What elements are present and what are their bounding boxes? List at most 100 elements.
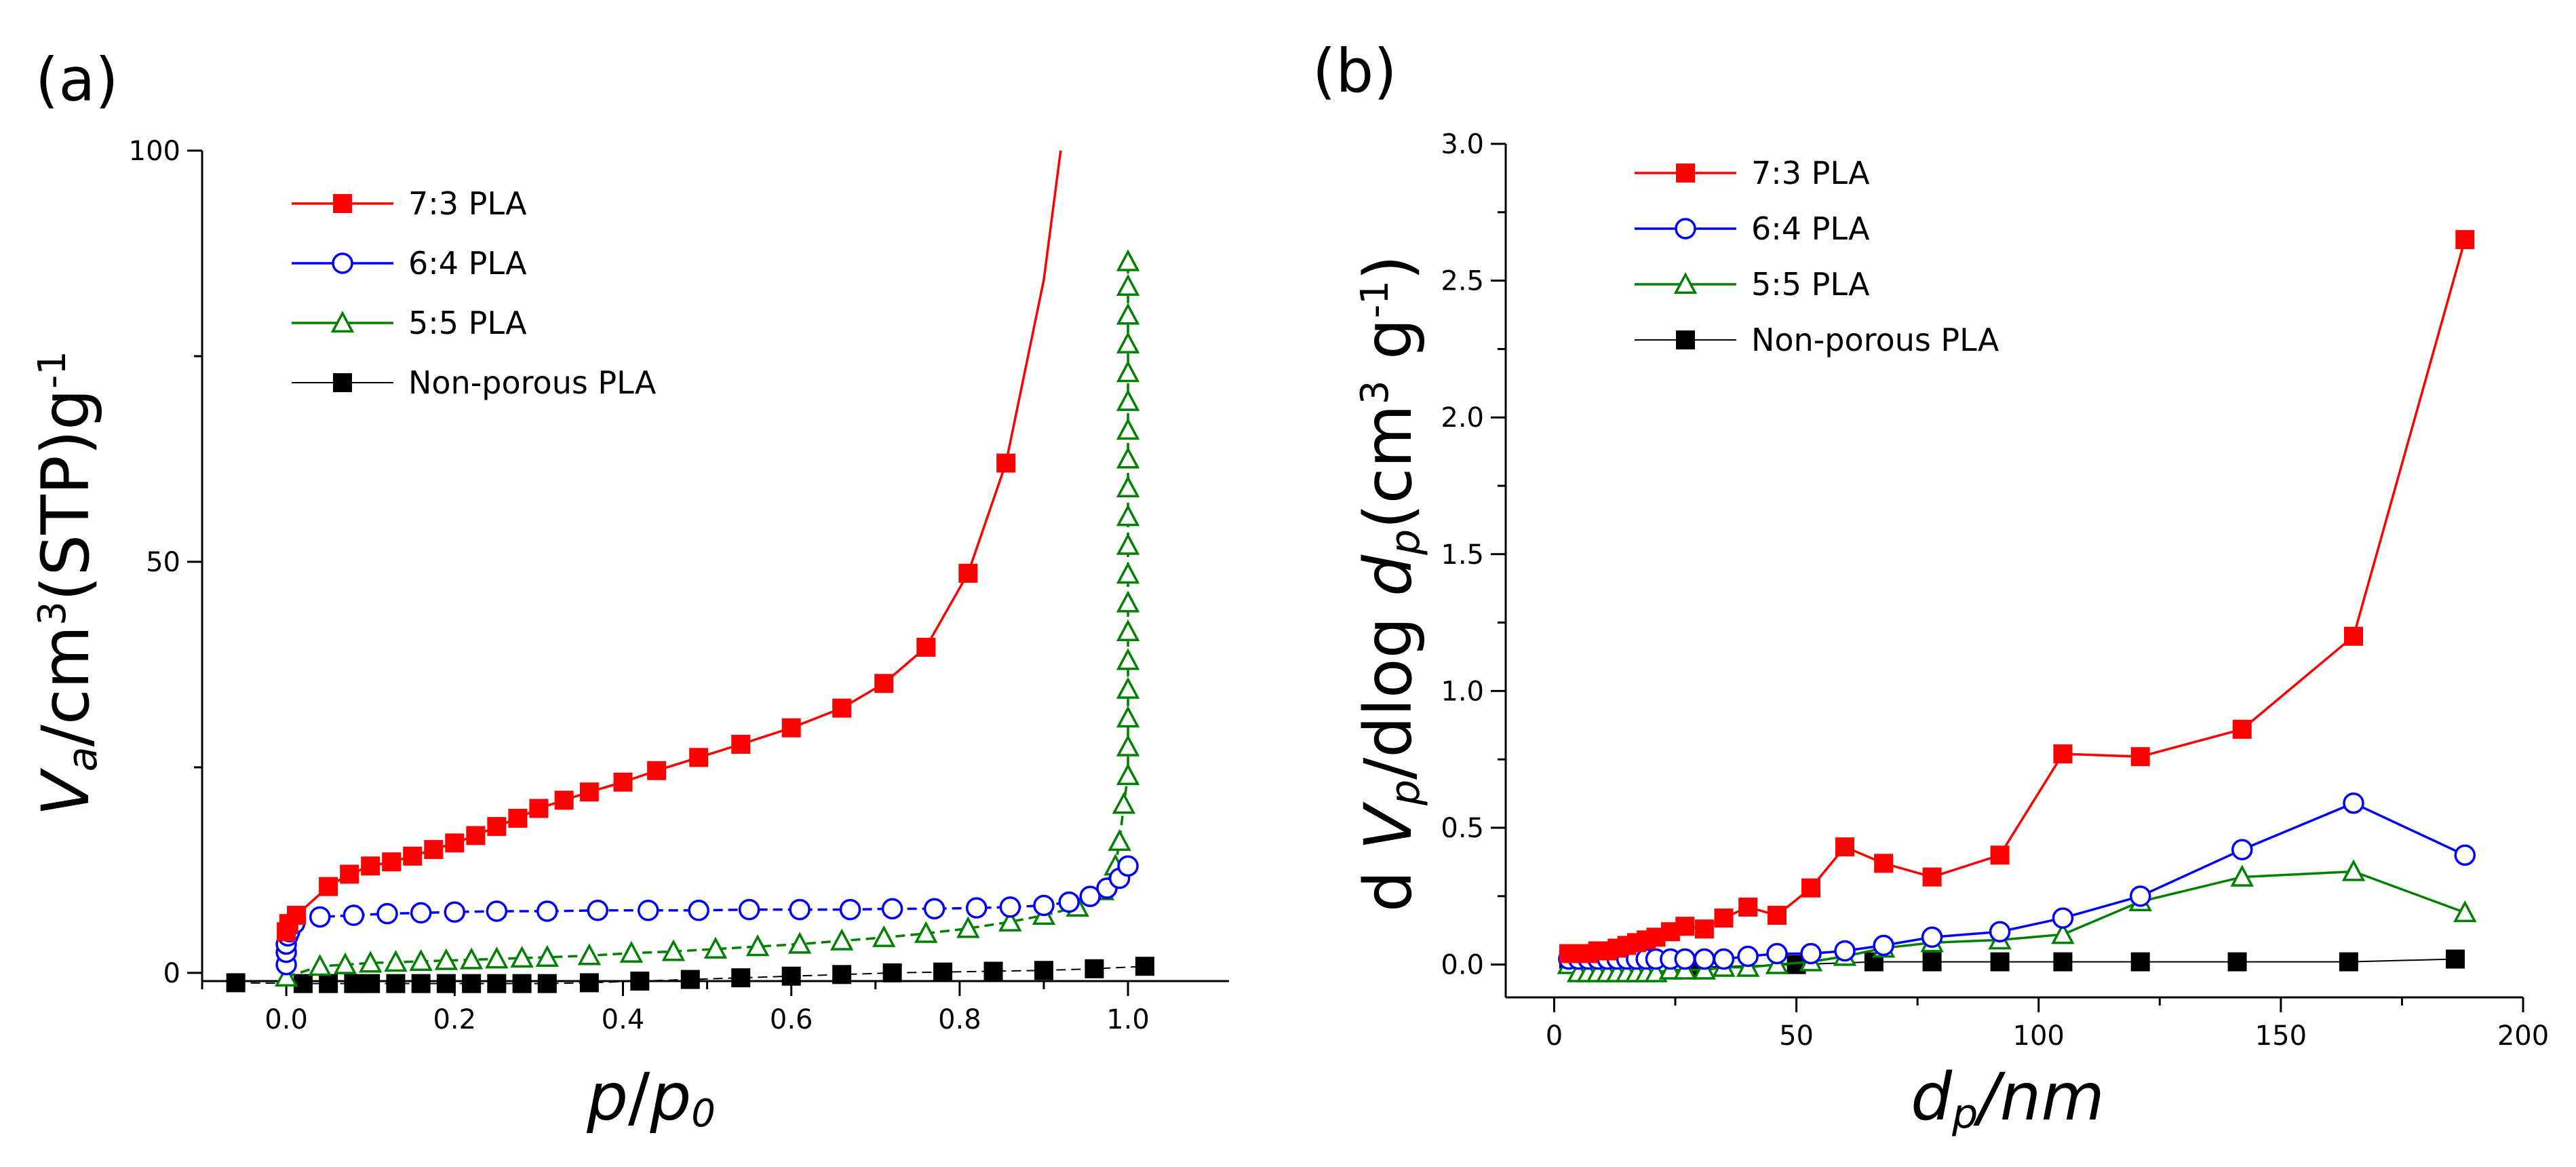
data-point [1116,360,1140,383]
data-point [1714,908,1734,928]
legend-marker [1676,330,1695,349]
data-point [403,846,423,866]
data-point [1694,919,1714,939]
data-point [444,901,466,923]
data-point [344,974,364,993]
data-point [485,946,509,969]
y-tick-label: 50 [146,547,180,578]
data-point [1116,533,1140,555]
data-point [466,826,486,845]
y-tick-label: 100 [129,136,180,167]
data-point [226,973,246,993]
data-point [333,952,357,974]
x-axis-title: p/p0 [586,1059,716,1136]
legend-label: 6:4 PLA [408,245,527,282]
legend-item: Non-porous PLA [292,364,657,401]
data-point [319,877,338,896]
data-point [1738,897,1758,917]
data-point [647,761,667,780]
data-point [579,782,599,802]
data-point [1116,303,1140,325]
data-point [933,962,953,982]
data-point [535,944,560,967]
series-line [1568,239,2466,955]
data-point [1989,921,2011,942]
data-point [882,963,902,982]
legend-item: 7:3 PLA [1635,155,1870,191]
x-tick-label: 1.0 [1106,1004,1150,1035]
legend-label: 7:3 PLA [408,185,527,222]
legend-label: Non-porous PLA [408,364,657,401]
x-tick-label: 0.2 [433,1004,476,1035]
data-point [2343,792,2364,814]
data-point [382,852,402,872]
data-point [340,864,359,884]
data-point [376,902,398,925]
data-point [410,902,432,924]
data-point [839,898,861,921]
data-point [409,949,433,972]
data-point [832,698,852,718]
data-point [781,966,801,986]
data-point [308,954,332,976]
series-line [235,965,1145,984]
legend-item: 7:3 PLA [292,185,527,222]
series-7-3-pla [277,150,1062,942]
data-point [2130,747,2150,767]
data-point [579,973,599,993]
data-point [830,928,854,951]
x-tick-label: 0.8 [938,1004,981,1035]
series-line [285,150,1062,932]
data-point [2341,859,2366,881]
data-point [1766,942,1788,965]
data-point [731,968,751,988]
data-point [436,974,456,993]
data-point [1117,855,1139,877]
data-point [2051,922,2075,944]
data-point [1116,648,1140,670]
data-point [1990,952,2010,972]
data-point [2130,952,2150,972]
legend: 7:3 PLA 6:4 PLA 5:5 PLA Non-porous PLA [292,185,657,401]
data-point [1768,906,1787,925]
data-point [2344,626,2363,646]
data-point [745,934,770,957]
data-point [537,974,557,993]
data-point [998,909,1022,932]
data-point [1675,917,1695,936]
data-point [1990,845,2010,865]
x-tick-label: 150 [2255,1020,2307,1052]
legend-item: 5:5 PLA [292,305,527,341]
legend-label: 7:3 PLA [1751,155,1870,191]
legend-item: 6:4 PLA [292,245,527,282]
data-point [613,772,633,792]
data-point [2455,230,2475,250]
data-point [411,974,431,993]
legend-marker [332,252,353,274]
data-point [1116,249,1140,271]
data-point [1674,948,1696,970]
data-point [510,946,534,968]
series-non-porous-pla [226,957,1154,993]
data-point [874,674,894,693]
data-point [1116,763,1140,786]
data-point [508,809,528,828]
data-point [965,897,988,919]
data-point [1921,926,1943,949]
y-tick-label: 0 [163,958,180,989]
y-tick-label: 2.0 [1441,402,1484,434]
data-point [1116,331,1140,353]
x-tick-label: 0.0 [265,1004,308,1035]
data-point [554,790,574,810]
data-point [1116,417,1140,440]
data-point [274,964,298,987]
panel-a-chart: (a) 0.0 0.2 0.4 0.6 0.8 1.0 0 50 100 p/p0 Va/cm3(ST… [28,45,1229,1136]
x-axis-title: dp/nm [1911,1059,2105,1138]
data-point [2446,949,2465,969]
data-point [1694,948,1715,970]
legend: 7:3 PLA 6:4 PLA 5:5 PLA Non-porous PLA [1635,155,1999,358]
legend-label: 6:4 PLA [1751,210,1870,247]
data-point [1058,891,1080,913]
data-point [1079,885,1101,907]
